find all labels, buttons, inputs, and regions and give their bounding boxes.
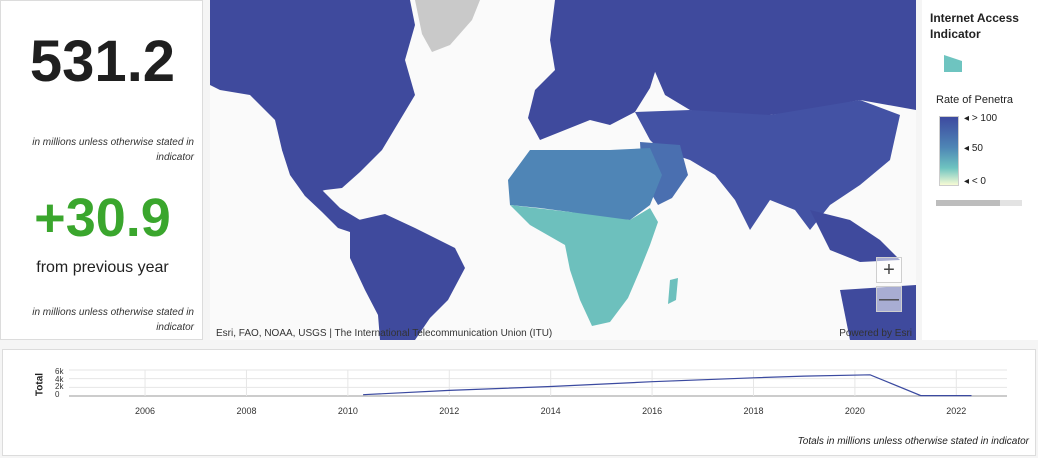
timeline-chart-panel: Total 6k 4k 2k 0 2006 2008 2010 2012 2014 201… [2, 349, 1036, 456]
legend-scrollbar-thumb[interactable] [936, 200, 1000, 206]
series-line [363, 374, 972, 397]
total-value: 531.2 [29, 29, 176, 94]
change-value: +30.9 [34, 188, 171, 248]
y-tick: 2k [55, 382, 64, 391]
value-note: in millions unless otherwise stated in i… [32, 137, 194, 163]
legend-title: Internet Access Indicator [930, 11, 1019, 41]
x-tick: 2010 [337, 406, 358, 416]
south-america-shape [350, 214, 465, 340]
x-tick: 2014 [540, 406, 561, 416]
central-america-shape [282, 150, 360, 232]
x-tick: 2006 [135, 406, 156, 416]
ramp-label-low: ◂ < 0 [964, 176, 986, 187]
y-tick: 4k [55, 375, 64, 384]
legend-subtitle: Rate of Penetra [936, 94, 1014, 106]
x-tick: 2016 [642, 406, 663, 416]
x-tick: 2012 [439, 406, 460, 416]
legend-scrollbar[interactable] [936, 200, 1022, 206]
greenland-shape [415, 0, 480, 52]
subsaharan-africa-shape [510, 205, 658, 326]
asia-shape [635, 100, 900, 230]
color-ramp [939, 116, 959, 186]
map-canvas[interactable] [210, 0, 916, 340]
polygon-symbol-icon [944, 55, 962, 72]
x-tick: 2022 [946, 406, 967, 416]
zoom-out-button[interactable]: — [876, 286, 902, 312]
ramp-label-mid: ◂ 50 [964, 143, 983, 154]
north-africa-shape [508, 148, 662, 220]
x-tick: 2008 [236, 406, 257, 416]
europe-shape [528, 0, 680, 140]
madagascar-shape [668, 278, 678, 304]
timeline-plot[interactable] [3, 350, 1037, 457]
timeline-note: Totals in millions unless otherwise stat… [797, 436, 1029, 447]
powered-by-esri[interactable]: Powered by Esri [839, 328, 912, 339]
change-label: from previous year [36, 259, 169, 276]
change-note: in millions unless otherwise stated in i… [32, 307, 194, 333]
y-tick: 0 [55, 390, 60, 399]
world-map[interactable]: + — Esri, FAO, NOAA, USGS | The Internat… [210, 0, 916, 340]
map-attribution[interactable]: Esri, FAO, NOAA, USGS | The Internationa… [216, 328, 553, 339]
y-tick: 6k [55, 367, 64, 376]
north-america-shape [210, 0, 415, 196]
southeast-asia-shape [810, 210, 900, 262]
x-tick: 2018 [743, 406, 764, 416]
summary-panel: 531.2 in millions unless otherwise state… [0, 0, 203, 340]
ramp-label-high: ◂ > 100 [964, 113, 998, 124]
zoom-in-button[interactable]: + [876, 257, 902, 283]
x-tick: 2020 [844, 406, 865, 416]
russia-shape [650, 0, 916, 120]
